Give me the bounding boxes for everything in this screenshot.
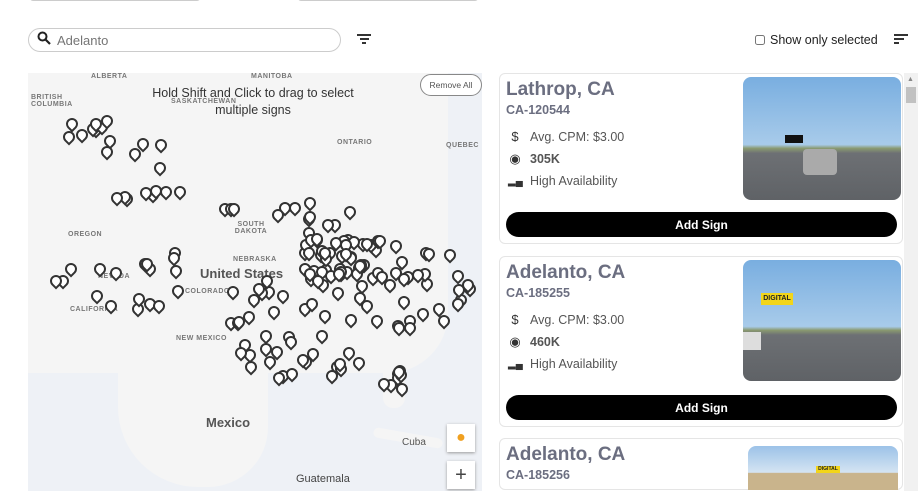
label-quebec: QUEBEC — [446, 142, 479, 149]
label-saskatchewan: SASKATCHEWAN — [171, 98, 237, 105]
sign-availability: High Availability — [530, 357, 618, 371]
zoom-in-button[interactable]: + — [447, 461, 475, 489]
sign-photo: DIGITAL — [748, 446, 898, 490]
label-ontario: ONTARIO — [337, 139, 373, 146]
sign-photo — [743, 77, 901, 200]
billboard-text: DIGITAL — [761, 293, 793, 305]
search-icon — [37, 31, 51, 50]
label-colorado: COLORADO — [185, 288, 230, 295]
search-input[interactable] — [57, 32, 317, 48]
label-british-columbia: BRITISH COLUMBIA — [31, 94, 73, 108]
sign-card[interactable]: Adelanto, CA CA-185256 DIGITAL — [499, 438, 903, 490]
label-new-mexico: NEW MEXICO — [176, 335, 227, 342]
show-only-selected-checkbox[interactable] — [755, 35, 765, 45]
eye-icon: ◉ — [509, 334, 521, 349]
pegman-icon[interactable]: ● — [447, 424, 475, 452]
sign-card[interactable]: Adelanto, CA CA-185255 $ Avg. CPM: $3.00 … — [499, 256, 903, 427]
sign-city: Adelanto, CA — [506, 262, 626, 283]
sign-views: 305K — [530, 152, 560, 166]
show-only-selected-label: Show only selected — [770, 33, 878, 47]
remove-all-button[interactable]: Remove All — [420, 74, 482, 96]
add-sign-button[interactable]: Add Sign — [506, 395, 897, 420]
sign-city: Lathrop, CA — [506, 79, 615, 100]
map-hint: Hold Shift and Click to drag to select m… — [152, 86, 354, 117]
scrollbar[interactable]: ▲ — [904, 73, 918, 491]
sign-code: CA-185255 — [506, 286, 570, 300]
sign-cpm: Avg. CPM: $3.00 — [530, 129, 625, 144]
top-tab-left[interactable] — [30, 0, 200, 1]
sign-code: CA-120544 — [506, 103, 570, 117]
label-guatemala: Guatemala — [296, 473, 350, 485]
scroll-up-icon[interactable]: ▲ — [907, 76, 914, 83]
sort-icon[interactable] — [894, 34, 908, 46]
sign-list: Lathrop, CA CA-120544 $ Avg. CPM: $3.00 ◉… — [498, 73, 904, 491]
dollar-icon: $ — [511, 129, 519, 144]
label-mexico: Mexico — [206, 415, 251, 430]
sign-city: Adelanto, CA — [506, 444, 626, 465]
map[interactable]: ALBERTA MANITOBA BRITISH COLUMBIA SASKAT… — [28, 73, 482, 491]
top-tab-right[interactable] — [298, 0, 478, 1]
add-sign-button[interactable]: Add Sign — [506, 212, 897, 237]
label-california: CALIFORNIA — [70, 306, 119, 313]
signal-bars-icon: ▂▄ — [508, 175, 523, 187]
sign-code: CA-185256 — [506, 468, 570, 482]
sign-views: 460K — [530, 335, 560, 349]
signal-bars-icon: ▂▄ — [508, 358, 523, 370]
eye-icon: ◉ — [509, 151, 521, 166]
label-nebraska: NEBRASKA — [233, 256, 277, 263]
label-manitoba: MANITOBA — [251, 73, 293, 80]
show-only-selected[interactable]: Show only selected — [755, 33, 878, 47]
label-cuba: Cuba — [402, 437, 426, 448]
filter-icon[interactable] — [357, 34, 371, 46]
search-box[interactable] — [28, 28, 341, 52]
sign-cpm: Avg. CPM: $3.00 — [530, 312, 625, 327]
dollar-icon: $ — [511, 312, 519, 327]
scrollbar-thumb[interactable] — [906, 87, 916, 103]
billboard-text: DIGITAL — [816, 466, 840, 473]
label-south-dakota: SOUTH DAKOTA — [234, 221, 268, 235]
label-oregon: OREGON — [68, 231, 103, 238]
sign-card[interactable]: Lathrop, CA CA-120544 $ Avg. CPM: $3.00 ◉… — [499, 73, 903, 244]
sign-availability: High Availability — [530, 174, 618, 188]
sign-photo: DIGITAL — [743, 260, 901, 381]
label-alberta: ALBERTA — [91, 73, 128, 80]
